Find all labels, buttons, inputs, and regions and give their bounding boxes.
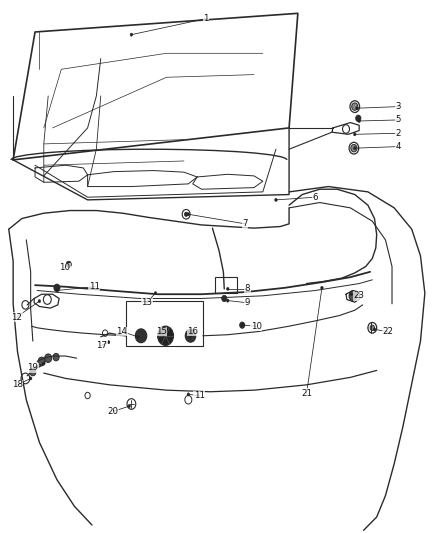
Text: 11: 11 bbox=[88, 282, 100, 291]
Circle shape bbox=[56, 289, 58, 292]
Circle shape bbox=[184, 212, 188, 216]
Text: 21: 21 bbox=[301, 389, 312, 398]
Circle shape bbox=[158, 326, 173, 345]
Text: 2: 2 bbox=[396, 129, 401, 138]
Circle shape bbox=[189, 335, 192, 338]
Circle shape bbox=[54, 284, 60, 292]
Text: 12: 12 bbox=[11, 313, 22, 321]
Circle shape bbox=[353, 133, 356, 136]
Text: 1: 1 bbox=[203, 14, 208, 23]
Bar bbox=[215, 277, 237, 293]
Text: 4: 4 bbox=[396, 142, 401, 151]
Circle shape bbox=[222, 295, 227, 302]
Text: 22: 22 bbox=[382, 327, 393, 336]
Circle shape bbox=[163, 335, 166, 338]
Circle shape bbox=[137, 335, 139, 338]
Circle shape bbox=[187, 393, 190, 396]
Text: 3: 3 bbox=[396, 102, 401, 111]
Text: 17: 17 bbox=[96, 341, 107, 350]
Text: 9: 9 bbox=[245, 298, 250, 307]
Circle shape bbox=[373, 328, 376, 331]
Circle shape bbox=[154, 292, 157, 295]
Text: 15: 15 bbox=[155, 327, 167, 336]
Text: 20: 20 bbox=[107, 407, 119, 416]
Circle shape bbox=[356, 107, 358, 110]
Text: 11: 11 bbox=[194, 391, 205, 400]
Circle shape bbox=[187, 213, 190, 216]
Circle shape bbox=[240, 322, 245, 328]
Circle shape bbox=[38, 357, 45, 366]
Circle shape bbox=[30, 368, 36, 376]
Text: 7: 7 bbox=[243, 220, 248, 228]
Circle shape bbox=[356, 115, 361, 122]
Text: 13: 13 bbox=[141, 298, 152, 307]
Text: 5: 5 bbox=[396, 116, 401, 124]
Text: 6: 6 bbox=[313, 193, 318, 201]
Circle shape bbox=[370, 325, 374, 330]
Circle shape bbox=[38, 300, 41, 303]
Circle shape bbox=[350, 293, 353, 296]
Circle shape bbox=[29, 377, 32, 380]
Text: 16: 16 bbox=[187, 327, 198, 336]
Circle shape bbox=[351, 144, 357, 152]
Circle shape bbox=[42, 362, 45, 365]
Circle shape bbox=[130, 33, 133, 36]
Circle shape bbox=[275, 198, 277, 201]
Text: 18: 18 bbox=[12, 381, 23, 389]
Circle shape bbox=[45, 354, 52, 362]
Circle shape bbox=[128, 405, 131, 408]
Circle shape bbox=[67, 262, 69, 265]
Circle shape bbox=[352, 103, 358, 110]
Circle shape bbox=[53, 353, 59, 361]
Circle shape bbox=[226, 299, 229, 302]
Text: 23: 23 bbox=[353, 292, 365, 300]
Circle shape bbox=[349, 291, 357, 301]
Text: 8: 8 bbox=[245, 285, 250, 293]
Circle shape bbox=[185, 329, 196, 342]
Circle shape bbox=[66, 261, 71, 268]
Circle shape bbox=[226, 287, 229, 290]
Circle shape bbox=[353, 147, 356, 150]
Circle shape bbox=[321, 286, 323, 289]
Text: 14: 14 bbox=[116, 327, 127, 336]
Bar bbox=[126, 301, 203, 346]
Text: 10: 10 bbox=[251, 322, 262, 330]
Circle shape bbox=[242, 324, 244, 327]
Circle shape bbox=[135, 329, 147, 343]
Text: 10: 10 bbox=[59, 263, 71, 272]
Circle shape bbox=[107, 341, 110, 344]
Text: 19: 19 bbox=[28, 364, 38, 372]
Circle shape bbox=[358, 119, 360, 123]
